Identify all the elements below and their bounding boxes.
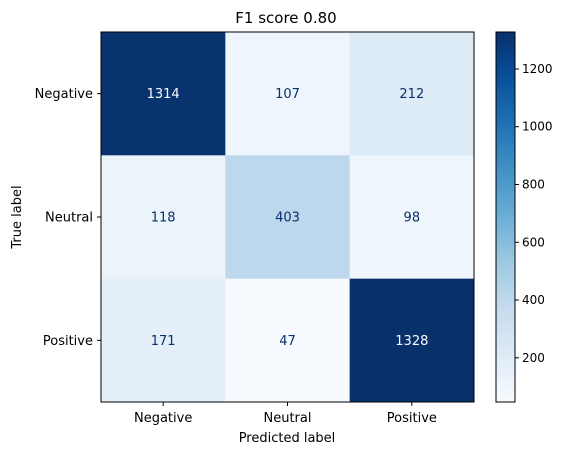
cell-value-label: 403	[275, 211, 300, 226]
x-axis-label: Predicted label	[239, 431, 336, 446]
heatmap-cell	[101, 32, 226, 156]
cell-value-label: 107	[275, 87, 300, 102]
chart-title: F1 score 0.80	[235, 9, 336, 27]
colorbar-tick-label: 200	[522, 351, 545, 365]
colorbar	[495, 31, 516, 403]
y-tick-label: Negative	[35, 87, 93, 102]
colorbar-tick-label: 1200	[522, 62, 553, 76]
cell-value-label: 1314	[147, 87, 180, 102]
heatmap-cell	[349, 155, 475, 280]
y-axis-label: True label	[10, 185, 25, 249]
heatmap-cell	[101, 278, 226, 403]
heatmap-cell	[349, 278, 475, 403]
heatmap-cell	[101, 155, 226, 280]
cell-value-label: 171	[151, 334, 176, 349]
colorbar-tick-label: 800	[522, 178, 545, 192]
cell-value-label: 212	[399, 87, 424, 102]
colorbar-ticks: 200 400 600 800 1000 1200	[515, 62, 553, 365]
cell-value-label: 1328	[395, 334, 428, 349]
y-tick-label: Neutral	[45, 211, 93, 226]
cell-value-label: 47	[279, 334, 296, 349]
x-tick-label: Positive	[387, 411, 437, 426]
y-tick-label: Positive	[43, 334, 93, 349]
heatmap-cell	[225, 155, 351, 280]
cell-value-label: 98	[404, 211, 421, 226]
x-tick-label: Neutral	[264, 411, 312, 426]
heatmap-cell	[225, 32, 351, 156]
heatmap-cell	[225, 278, 351, 403]
axis-ticks: Negative Neutral Positive Negative Neutral Po…	[35, 87, 437, 426]
x-tick-label: Negative	[134, 411, 192, 426]
cell-value-label: 118	[151, 211, 176, 226]
colorbar-tick-label: 600	[522, 235, 545, 249]
heatmap-cells: 1314 107 212 118 403 98 171 47 1328	[101, 32, 475, 403]
colorbar-tick-label: 400	[522, 293, 545, 307]
heatmap-cell	[349, 32, 475, 156]
colorbar-tick-label: 1000	[522, 120, 553, 134]
